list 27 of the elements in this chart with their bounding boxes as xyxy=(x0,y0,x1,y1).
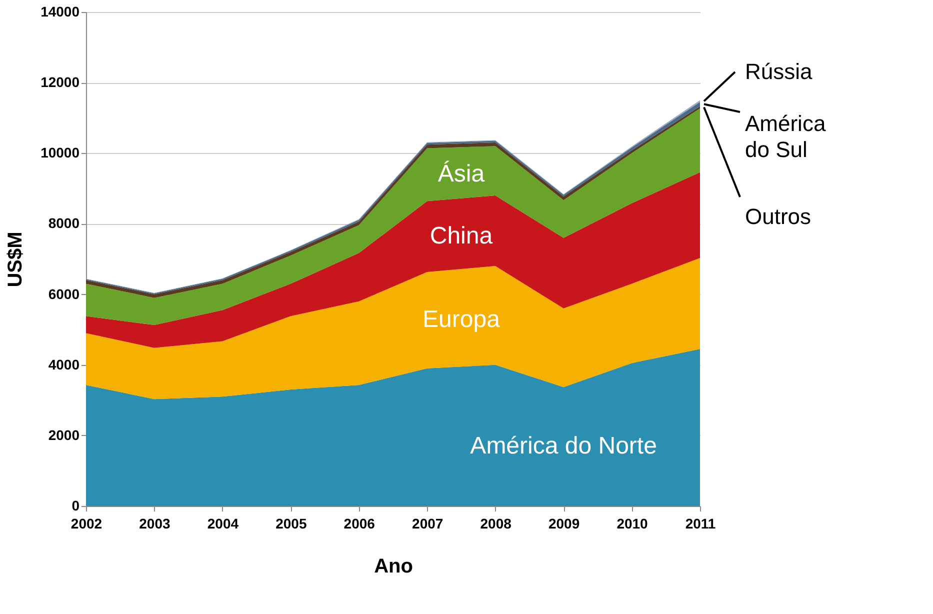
text: Rússia xyxy=(745,59,814,84)
x-tick-label: 2005 xyxy=(276,516,307,532)
x-tick-label: 2006 xyxy=(344,516,376,532)
y-tick-label: 12000 xyxy=(40,74,80,90)
y-tick-label: 14000 xyxy=(40,4,80,20)
x-tick-label: 2011 xyxy=(685,516,716,532)
x-tick-label: 2010 xyxy=(616,516,648,532)
x-axis-title: Ano xyxy=(374,556,413,578)
series-label: China xyxy=(430,222,494,250)
x-tick-label: 2007 xyxy=(412,516,444,532)
y-tick-label: 8000 xyxy=(48,215,80,232)
x-tick-label: 2002 xyxy=(70,516,102,532)
x-tick-label: 2009 xyxy=(548,516,580,532)
text: América do Sul xyxy=(745,111,826,162)
series-label: Ásia xyxy=(438,160,486,188)
x-tick-label: 2008 xyxy=(480,516,512,532)
y-tick-label: 2000 xyxy=(48,426,80,443)
series-label: Europa xyxy=(422,306,501,334)
y-tick-label: 6000 xyxy=(48,286,80,302)
y-tick-label: 0 xyxy=(72,498,80,514)
y-tick-label: 10000 xyxy=(40,144,80,161)
x-tick-label: 2003 xyxy=(139,516,171,532)
x-tick-label: 2004 xyxy=(207,516,239,532)
series-label: América do Norte xyxy=(470,432,657,460)
y-axis-title: US$M xyxy=(4,232,27,288)
y-tick-label: 4000 xyxy=(48,356,80,372)
text: Outros xyxy=(745,204,812,229)
